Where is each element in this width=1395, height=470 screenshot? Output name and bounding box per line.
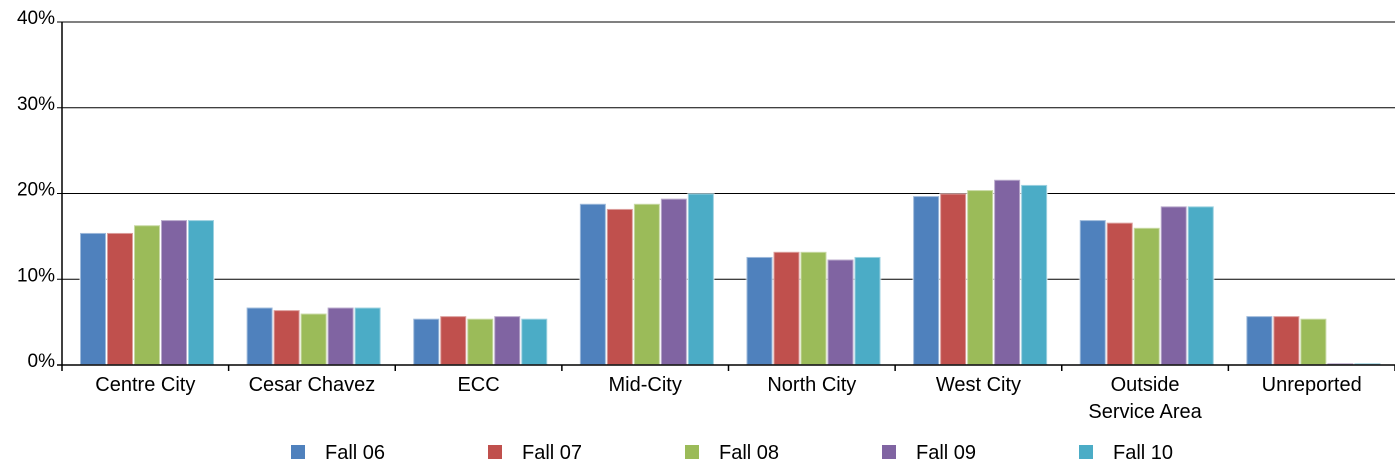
- bar-fall-07: [1272, 315, 1301, 366]
- y-tick-label: 20%: [17, 180, 55, 201]
- bar-fall-10: [686, 192, 715, 366]
- category-label: Service Area: [1088, 401, 1202, 423]
- bar-fall-07: [439, 315, 468, 366]
- category-label: Cesar Chavez: [249, 374, 376, 396]
- legend-swatch: [1079, 445, 1093, 459]
- bar-fall-06: [79, 231, 107, 366]
- x-axis-category-labels: Centre City Cesar Chavez ECC Mid-City North …: [95, 374, 1361, 423]
- bar-fall-10: [1186, 205, 1215, 366]
- bar-fall-10: [1020, 183, 1049, 366]
- bar-fall-07: [772, 250, 801, 366]
- legend-label: Fall 08: [719, 442, 779, 464]
- bar-fall-08: [966, 189, 995, 366]
- legend-swatch: [882, 445, 896, 459]
- bar-fall-08: [299, 312, 328, 366]
- bar-fall-06: [412, 317, 441, 367]
- bar-fall-09: [326, 306, 355, 366]
- category-label: North City: [767, 374, 856, 396]
- legend-label: Fall 09: [916, 442, 976, 464]
- bar-fall-07: [939, 192, 968, 366]
- bar-fall-08: [799, 250, 828, 366]
- bar-fall-08: [466, 317, 495, 367]
- bar-fall-10: [853, 255, 882, 366]
- axes: [57, 22, 1395, 371]
- bar-fall-10: [187, 219, 215, 366]
- bar-fall-09: [160, 219, 188, 366]
- y-tick-label: 0%: [28, 351, 56, 372]
- bar-fall-06: [1078, 219, 1107, 366]
- legend-label: Fall 06: [325, 442, 385, 464]
- bar-fall-07: [1105, 221, 1134, 366]
- bar-fall-09: [659, 197, 688, 366]
- bar-fall-08: [1299, 317, 1328, 367]
- bar-fall-07: [605, 207, 634, 366]
- category-label: Unreported: [1262, 374, 1362, 396]
- bar-fall-07: [106, 231, 134, 366]
- category-label: Centre City: [95, 374, 195, 396]
- y-tick-label: 10%: [17, 265, 55, 286]
- bar-fall-09: [826, 258, 855, 366]
- bars: [79, 178, 1382, 367]
- category-label: Mid-City: [609, 374, 682, 396]
- bar-fall-06: [745, 255, 774, 366]
- legend: Fall 06 Fall 07 Fall 08 Fall 09 Fall 10: [291, 442, 1173, 464]
- bar-fall-09: [993, 178, 1022, 366]
- legend-label: Fall 07: [522, 442, 582, 464]
- y-tick-label: 30%: [17, 94, 55, 115]
- bar-fall-08: [1132, 226, 1161, 366]
- legend-label: Fall 10: [1113, 442, 1173, 464]
- bar-fall-06: [1245, 315, 1274, 366]
- bar-fall-08: [632, 202, 661, 366]
- bar-fall-06: [912, 195, 941, 366]
- category-label: Outside: [1111, 374, 1180, 396]
- category-label: West City: [936, 374, 1021, 396]
- bar-fall-09: [493, 315, 522, 366]
- bar-fall-06: [245, 306, 274, 366]
- legend-swatch: [685, 445, 699, 459]
- category-label: ECC: [457, 374, 499, 396]
- legend-swatch: [488, 445, 502, 459]
- y-axis-tick-labels: 0% 10% 20% 30% 40%: [17, 8, 55, 372]
- bar-fall-08: [133, 224, 161, 366]
- bar-fall-10: [520, 317, 549, 367]
- bar-fall-10: [353, 306, 382, 366]
- legend-swatch: [291, 445, 305, 459]
- bar-fall-07: [272, 309, 301, 366]
- y-tick-label: 40%: [17, 8, 55, 29]
- bar-fall-09: [1159, 205, 1188, 366]
- bar-fall-06: [578, 202, 607, 366]
